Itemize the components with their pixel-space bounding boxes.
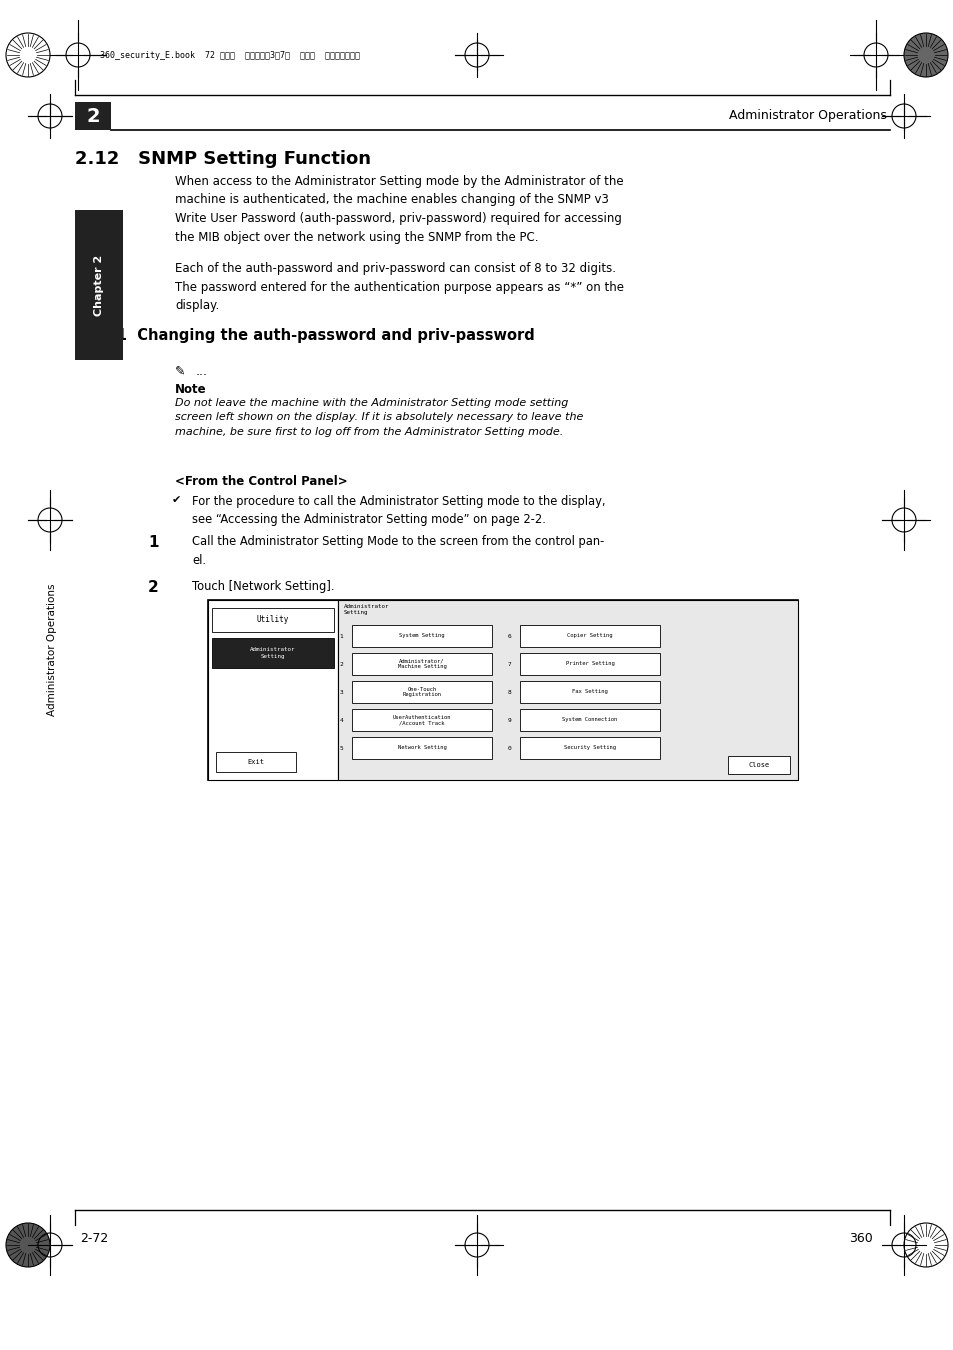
- FancyBboxPatch shape: [352, 709, 492, 730]
- Text: Administrator
Setting: Administrator Setting: [250, 648, 295, 659]
- Text: Utility: Utility: [256, 616, 289, 625]
- FancyBboxPatch shape: [215, 752, 295, 772]
- FancyBboxPatch shape: [352, 653, 492, 675]
- Text: 0: 0: [507, 745, 511, 751]
- FancyBboxPatch shape: [212, 608, 334, 632]
- Text: Note: Note: [174, 383, 207, 396]
- Text: 1: 1: [148, 535, 158, 549]
- Text: 360: 360: [848, 1233, 872, 1245]
- Text: 8: 8: [507, 690, 511, 694]
- Text: Fax Setting: Fax Setting: [572, 690, 607, 694]
- Text: Administrator/
Machine Setting: Administrator/ Machine Setting: [397, 659, 446, 670]
- Text: Copier Setting: Copier Setting: [567, 633, 612, 639]
- Text: Security Setting: Security Setting: [563, 745, 616, 751]
- Text: ...: ...: [195, 364, 208, 378]
- FancyBboxPatch shape: [75, 103, 111, 130]
- FancyBboxPatch shape: [212, 639, 334, 668]
- Text: 9: 9: [507, 717, 511, 722]
- Circle shape: [6, 32, 50, 77]
- Text: Call the Administrator Setting Mode to the screen from the control pan-
el.: Call the Administrator Setting Mode to t…: [192, 535, 603, 567]
- Text: 3: 3: [339, 690, 343, 694]
- Text: For the procedure to call the Administrator Setting mode to the display,
see “Ac: For the procedure to call the Administra…: [192, 495, 605, 526]
- Text: Administrator
Setting: Administrator Setting: [344, 603, 389, 614]
- FancyBboxPatch shape: [337, 599, 797, 780]
- Text: 2.12   SNMP Setting Function: 2.12 SNMP Setting Function: [75, 150, 371, 167]
- Text: Network Setting: Network Setting: [397, 745, 446, 751]
- Text: When access to the Administrator Setting mode by the Administrator of the
machin: When access to the Administrator Setting…: [174, 176, 623, 243]
- Text: 2-72: 2-72: [80, 1233, 108, 1245]
- FancyBboxPatch shape: [352, 737, 492, 759]
- Text: 360_security_E.book  72 ページ  ２００７年3月7日  水曜日  午後２時５０分: 360_security_E.book 72 ページ ２００７年3月7日 水曜日…: [100, 50, 359, 59]
- Text: 5: 5: [339, 745, 343, 751]
- Text: <From the Control Panel>: <From the Control Panel>: [174, 475, 347, 487]
- Text: One-Touch
Registration: One-Touch Registration: [402, 687, 441, 698]
- Text: 2: 2: [86, 107, 100, 126]
- FancyBboxPatch shape: [75, 211, 123, 360]
- Text: 1: 1: [339, 633, 343, 639]
- Text: 7: 7: [507, 662, 511, 667]
- Text: Close: Close: [747, 761, 769, 768]
- Text: Chapter 2: Chapter 2: [94, 254, 104, 316]
- Text: Touch [Network Setting].: Touch [Network Setting].: [192, 580, 335, 593]
- FancyBboxPatch shape: [208, 599, 337, 780]
- FancyBboxPatch shape: [519, 653, 659, 675]
- Circle shape: [903, 32, 947, 77]
- Text: Each of the auth-password and priv-password can consist of 8 to 32 digits.
The p: Each of the auth-password and priv-passw…: [174, 262, 623, 312]
- FancyBboxPatch shape: [352, 680, 492, 703]
- FancyBboxPatch shape: [519, 737, 659, 759]
- Circle shape: [903, 1223, 947, 1268]
- FancyBboxPatch shape: [519, 709, 659, 730]
- Text: Administrator Operations: Administrator Operations: [728, 109, 886, 123]
- FancyBboxPatch shape: [519, 680, 659, 703]
- Text: Administrator Operations: Administrator Operations: [47, 583, 57, 717]
- Text: UserAuthentication
/Account Track: UserAuthentication /Account Track: [393, 714, 451, 725]
- Text: System Connection: System Connection: [561, 717, 617, 722]
- Circle shape: [6, 1223, 50, 1268]
- Text: ✔: ✔: [172, 495, 181, 505]
- FancyBboxPatch shape: [727, 756, 789, 774]
- Text: 2: 2: [339, 662, 343, 667]
- Text: ✎: ✎: [174, 364, 185, 378]
- Text: Exit: Exit: [247, 759, 264, 765]
- FancyBboxPatch shape: [519, 625, 659, 647]
- Text: Printer Setting: Printer Setting: [565, 662, 614, 667]
- Text: Do not leave the machine with the Administrator Setting mode setting
screen left: Do not leave the machine with the Admini…: [174, 398, 583, 437]
- Text: 4: 4: [339, 717, 343, 722]
- Text: System Setting: System Setting: [399, 633, 444, 639]
- FancyBboxPatch shape: [352, 625, 492, 647]
- Text: 2: 2: [148, 580, 158, 595]
- Text: 6: 6: [507, 633, 511, 639]
- FancyBboxPatch shape: [208, 599, 797, 780]
- Text: 2.12.1  Changing the auth-password and priv-password: 2.12.1 Changing the auth-password and pr…: [75, 328, 535, 343]
